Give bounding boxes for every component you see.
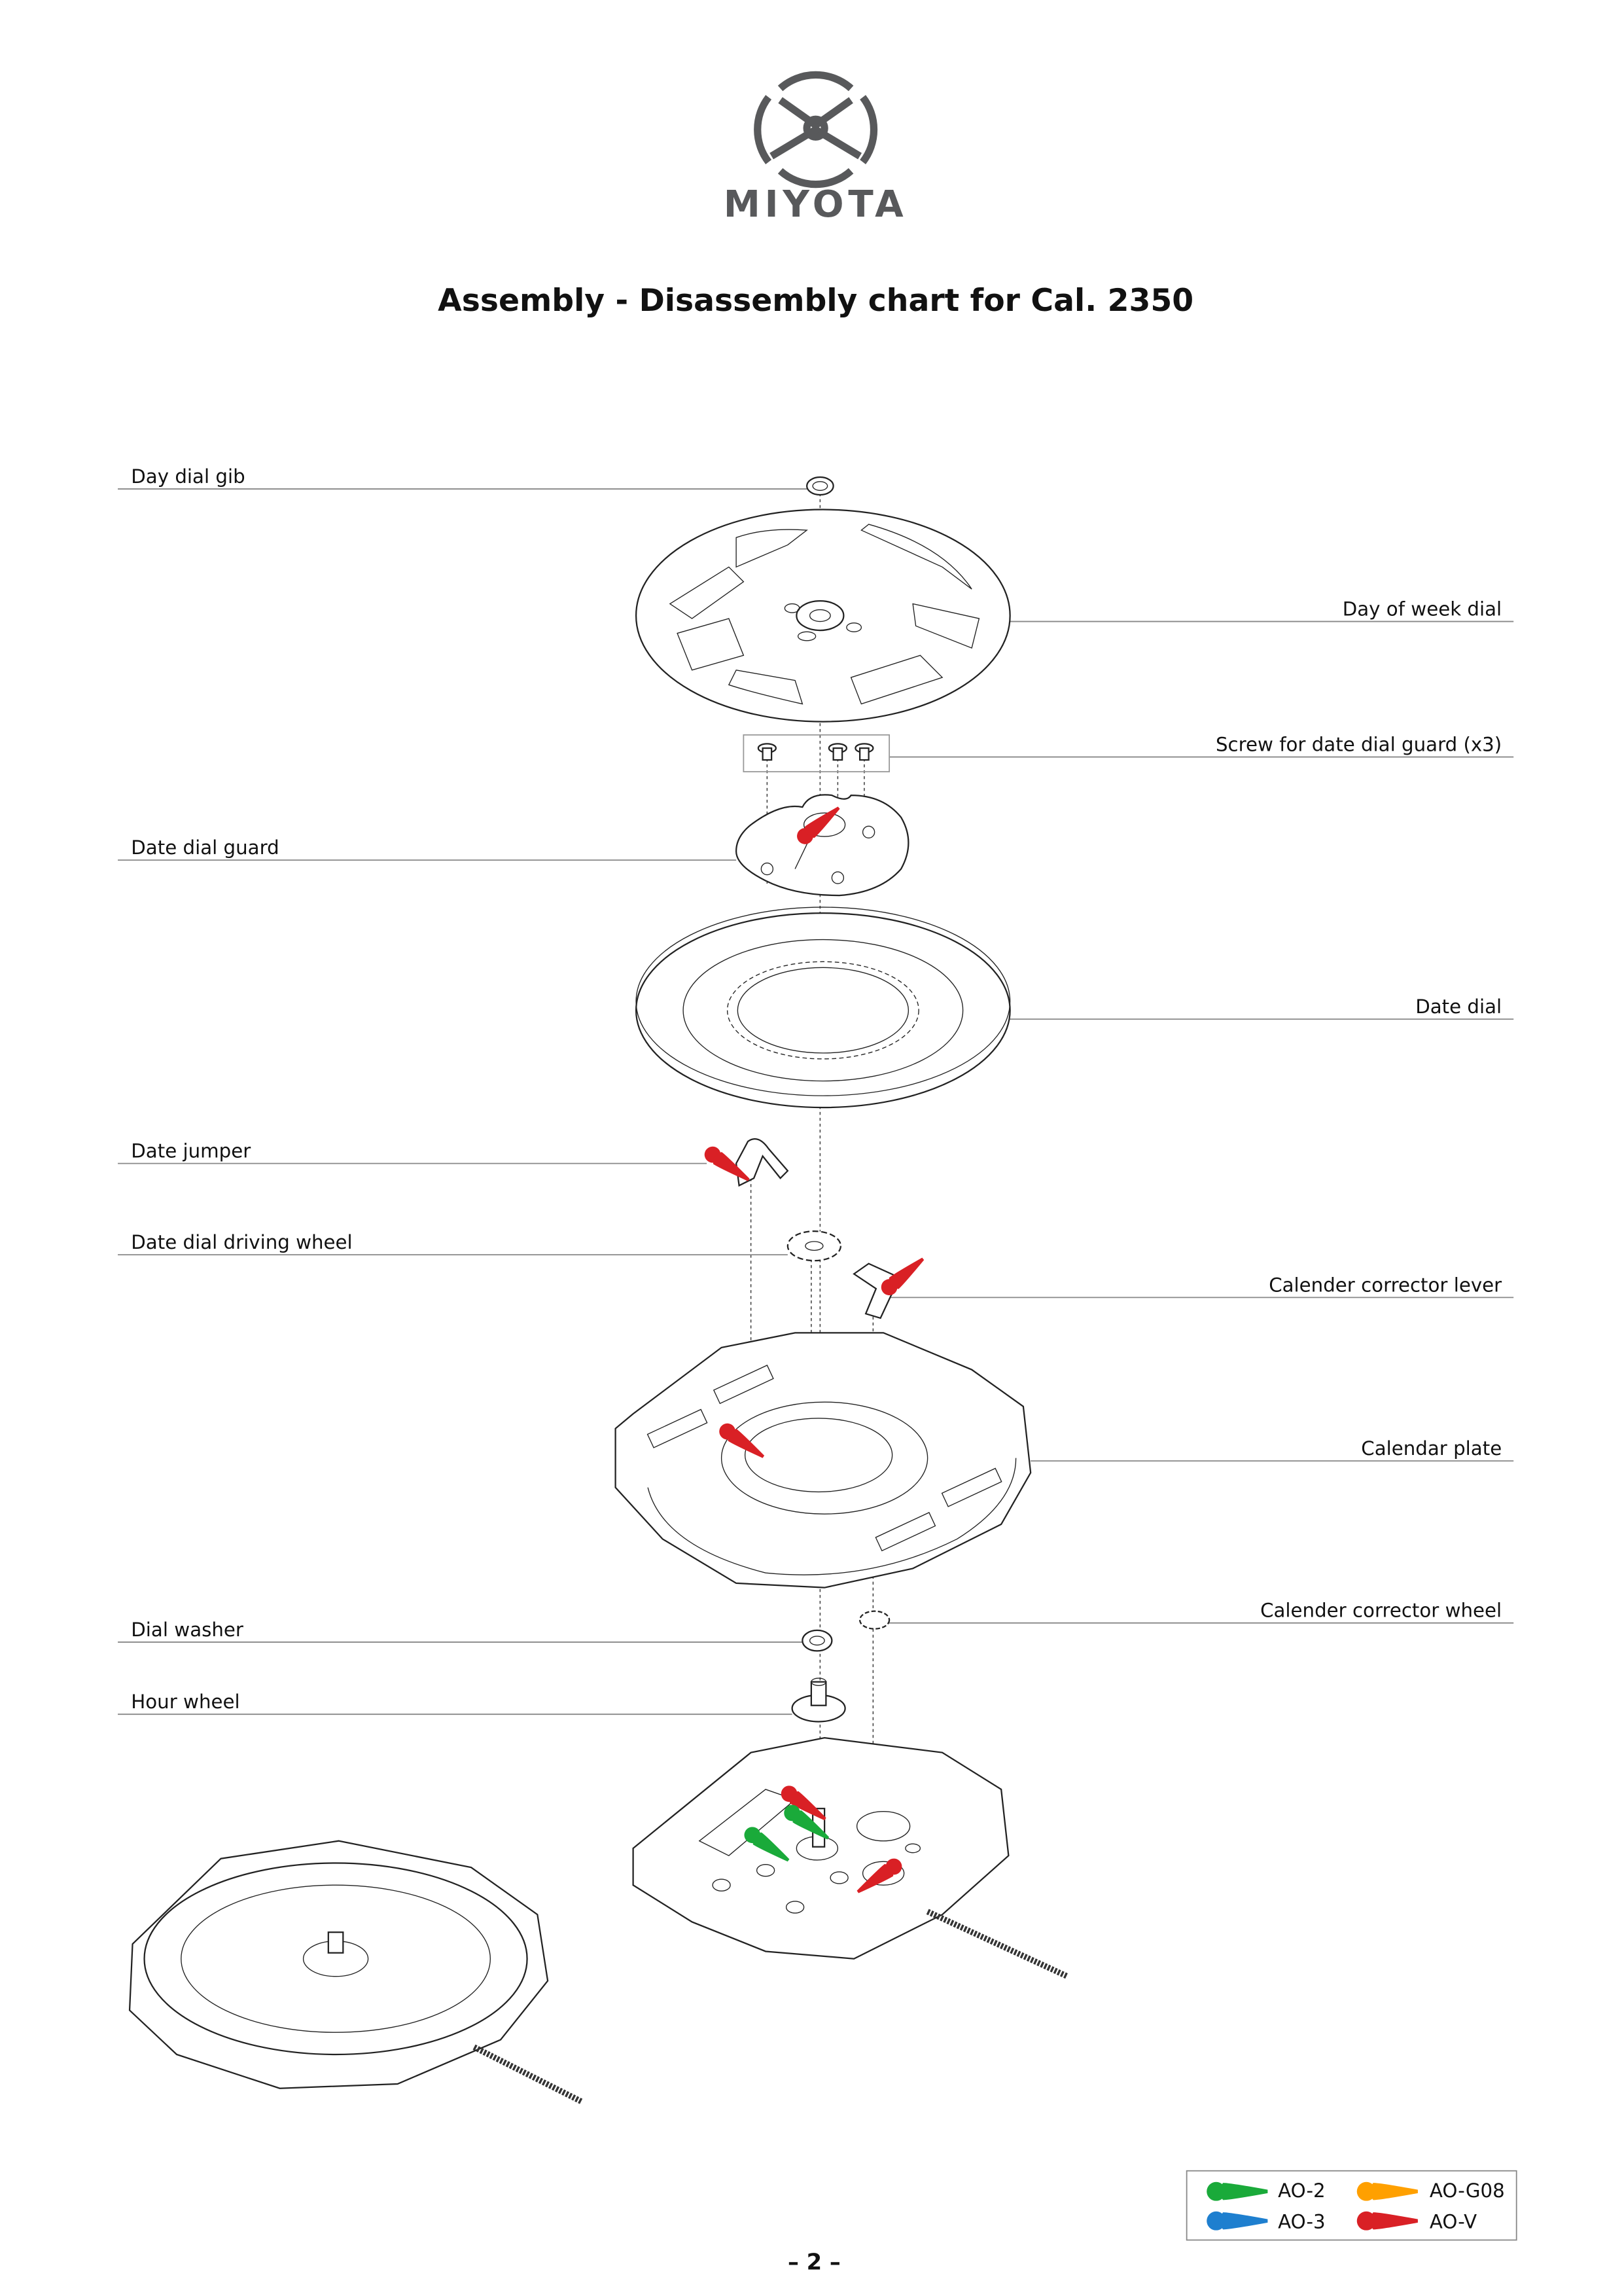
dial-washer-drawing (802, 1629, 833, 1652)
label-day-dial-gib: Day dial gib (131, 465, 245, 488)
date-dial-drawing (635, 906, 1011, 1109)
day-of-week-dial-drawing (635, 509, 1011, 723)
svg-text:AO-V: AO-V (1430, 2210, 1477, 2233)
label-date-dial-guard: Date dial guard (131, 836, 279, 859)
screws-drawing (743, 734, 891, 772)
label-date-dial-driving-wheel: Date dial driving wheel (131, 1231, 352, 1253)
day-dial-gib-drawing (805, 476, 834, 496)
legend-item-ao-v: AO-V (1356, 2210, 1477, 2233)
brand-name: MIYOTA (724, 183, 908, 226)
date-dial-guard-drawing (735, 794, 909, 897)
page-number: – 2 – (788, 2249, 841, 2274)
legend-item-ao-3: AO-3 (1207, 2210, 1326, 2233)
miyota-logo (754, 71, 878, 188)
hour-wheel-drawing (791, 1677, 846, 1723)
date-jumper-drawing (701, 1138, 789, 1187)
calendar-plate-drawing (614, 1332, 1032, 1588)
label-dial-washer: Dial washer (131, 1619, 244, 1641)
date-dial-driving-wheel-drawing (786, 1230, 842, 1262)
calender-corrector-wheel-drawing (859, 1610, 891, 1630)
label-date-jumper: Date jumper (131, 1140, 251, 1162)
label-calender-corrector-lever: Calender corrector lever (1269, 1274, 1502, 1296)
page-title: Assembly - Disassembly chart for Cal. 23… (438, 283, 1193, 319)
main-plate-drawing (632, 1737, 1069, 1979)
label-screw-date-dial-guard: Screw for date dial guard (x3) (1216, 734, 1502, 756)
svg-text:AO-3: AO-3 (1278, 2210, 1325, 2233)
label-date-dial: Date dial (1415, 996, 1502, 1018)
label-calendar-plate: Calendar plate (1361, 1437, 1502, 1460)
part-labels: Day dial gib Day of week dial Screw for … (118, 465, 1514, 1715)
label-day-of-week-dial: Day of week dial (1343, 598, 1502, 620)
legend-item-ao-g08: AO-G08 (1356, 2179, 1505, 2202)
svg-text:AO-2: AO-2 (1278, 2179, 1325, 2202)
label-calender-corrector-wheel: Calender corrector wheel (1260, 1600, 1502, 1622)
legend-item-ao-2: AO-2 (1207, 2179, 1326, 2202)
svg-text:AO-G08: AO-G08 (1430, 2179, 1505, 2202)
label-hour-wheel: Hour wheel (131, 1691, 239, 1713)
assembled-movement-drawing (128, 1840, 583, 2104)
calender-corrector-lever-drawing (853, 1252, 928, 1319)
lubricant-legend: AO-2 AO-G08 AO-3 AO-V (1186, 2170, 1517, 2241)
